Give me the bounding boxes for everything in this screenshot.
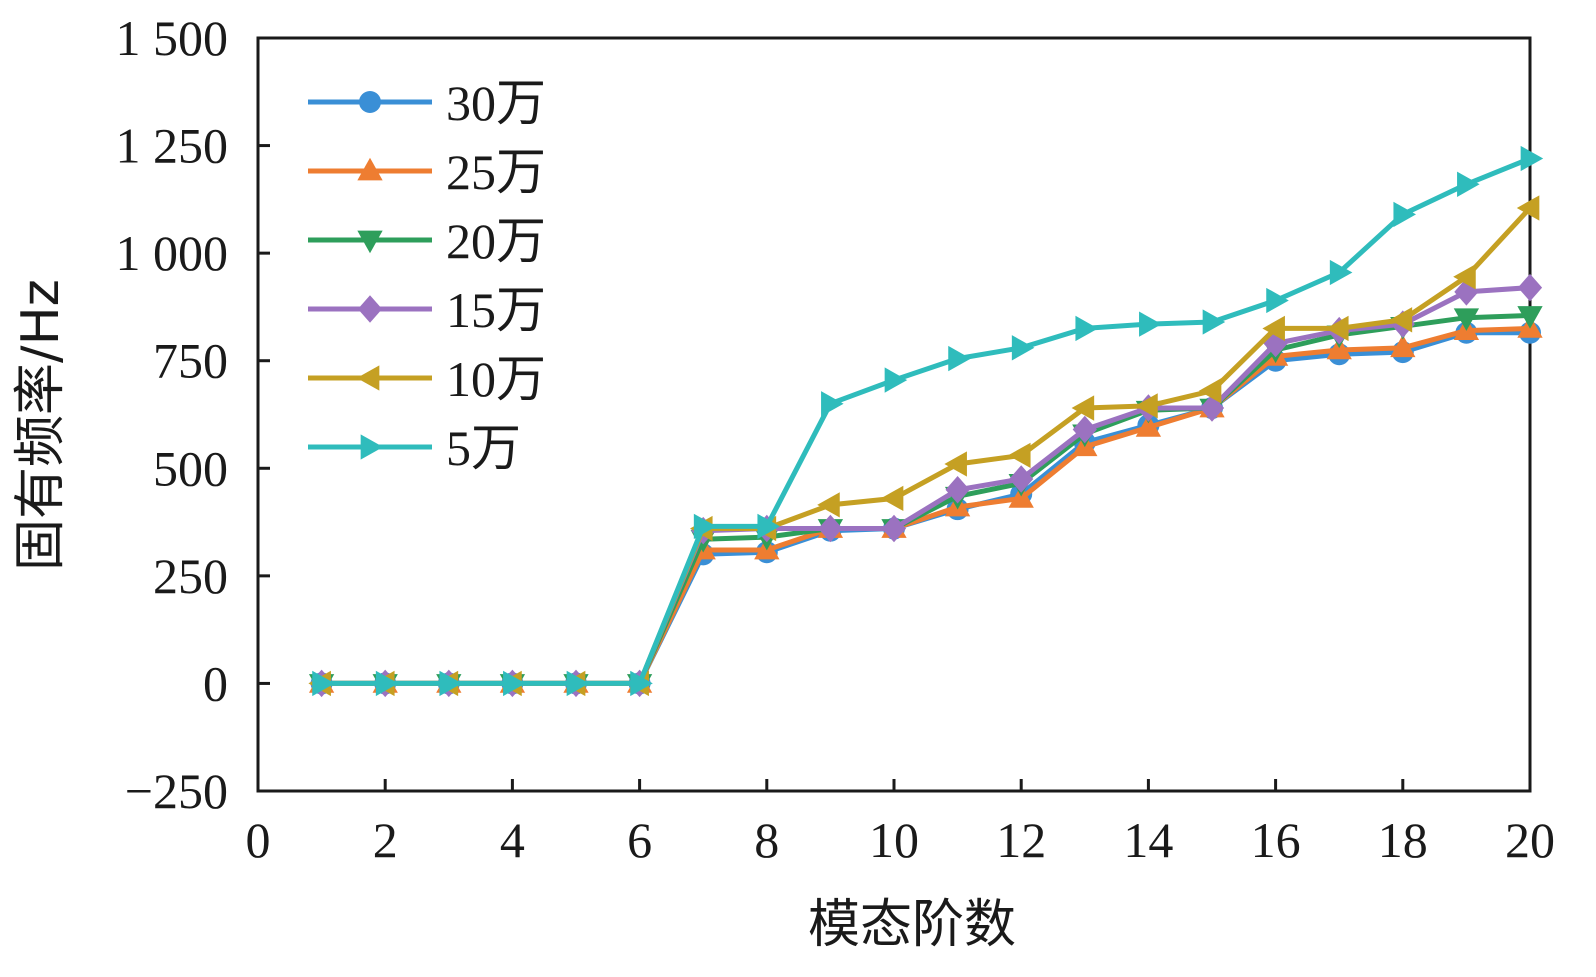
data-point [1008,442,1031,469]
x-tick-label: 6 [627,812,652,868]
data-point [1075,315,1098,342]
y-tick-label: −250 [125,763,228,819]
y-tick-label: 1 000 [116,225,229,281]
data-point [1393,201,1416,228]
y-tick-label: 1 500 [116,10,229,66]
data-point [757,513,780,540]
data-point [1262,315,1285,342]
data-point [439,670,462,697]
x-tick-label: 14 [1123,812,1173,868]
x-tick-label: 10 [869,812,919,868]
legend: 30万 25万 20万 15万 10万 5万 [308,75,546,476]
data-point [1326,315,1349,342]
x-axis-title: 模态阶数 [808,895,1016,955]
data-point [503,670,526,697]
data-point [1266,287,1289,314]
legend-marker [356,365,380,391]
data-point [1072,415,1097,444]
data-point [1390,334,1416,358]
data-point [1135,414,1162,437]
data-point [1199,394,1225,422]
x-tick-label: 4 [500,812,525,868]
legend-marker [359,91,381,113]
series-lines [308,145,1544,698]
x-tick-label: 18 [1378,812,1428,868]
data-point [945,476,970,504]
x-tick-label: 20 [1505,812,1555,868]
data-point [817,492,840,518]
legend-label: 20万 [446,213,546,269]
data-point [944,451,967,477]
data-point [1071,395,1095,421]
data-point [818,514,843,543]
data-point [630,670,653,697]
data-point [880,485,904,512]
data-point [1139,311,1162,337]
data-point [566,670,590,697]
axes: −250 0 250 500 750 1 000 1 250 1 500 0 2 4 6 8 10 12 14… [116,10,1556,868]
data-point [1453,308,1480,331]
legend-label: 30万 [446,75,546,131]
legend-item: 20万 [308,213,546,269]
legend-item: 10万 [308,351,546,407]
data-point [948,345,971,372]
legend-marker [360,434,384,460]
data-point [1389,307,1413,333]
y-axis-title: 固有频率/Hz [11,279,71,571]
data-point [1453,264,1476,290]
data-point [1516,195,1540,221]
data-point [1457,171,1480,197]
data-point [375,670,399,697]
data-point [1011,335,1035,361]
series-line [321,285,1531,686]
legend-label: 15万 [446,282,546,338]
y-tick-label: 0 [203,655,228,711]
data-point [312,670,335,697]
data-point [881,514,907,543]
data-point [1329,259,1353,286]
x-tick-label: 2 [373,812,398,868]
y-tick-label: 1 250 [116,118,229,174]
legend-item: 5万 [308,420,521,476]
data-point [884,367,908,393]
data-point [693,513,717,540]
legend-item: 30万 [308,75,546,131]
series-6 [312,145,1544,697]
legend-label: 10万 [446,351,546,407]
legend-marker [357,230,383,254]
x-tick-label: 16 [1251,812,1301,868]
data-point [1198,378,1222,404]
data-point [1520,145,1544,172]
legend-item: 15万 [308,282,546,338]
y-tick-label: 250 [153,548,228,604]
data-point [1517,306,1543,329]
series-5 [308,195,1540,697]
legend-item: 25万 [308,144,546,200]
x-tick-label: 8 [754,812,779,868]
x-tick-label: 12 [996,812,1046,868]
data-point [821,391,844,417]
data-point [1517,273,1543,302]
legend-label: 5万 [446,420,521,476]
y-tick-label: 750 [153,333,228,389]
y-tick-label: 500 [153,440,228,496]
legend-marker [357,295,383,323]
legend-label: 25万 [446,144,546,200]
data-point [1009,465,1034,493]
x-tick-label: 0 [246,812,271,868]
data-point [1202,309,1226,335]
legend-marker [357,157,383,181]
data-point [1135,393,1158,419]
